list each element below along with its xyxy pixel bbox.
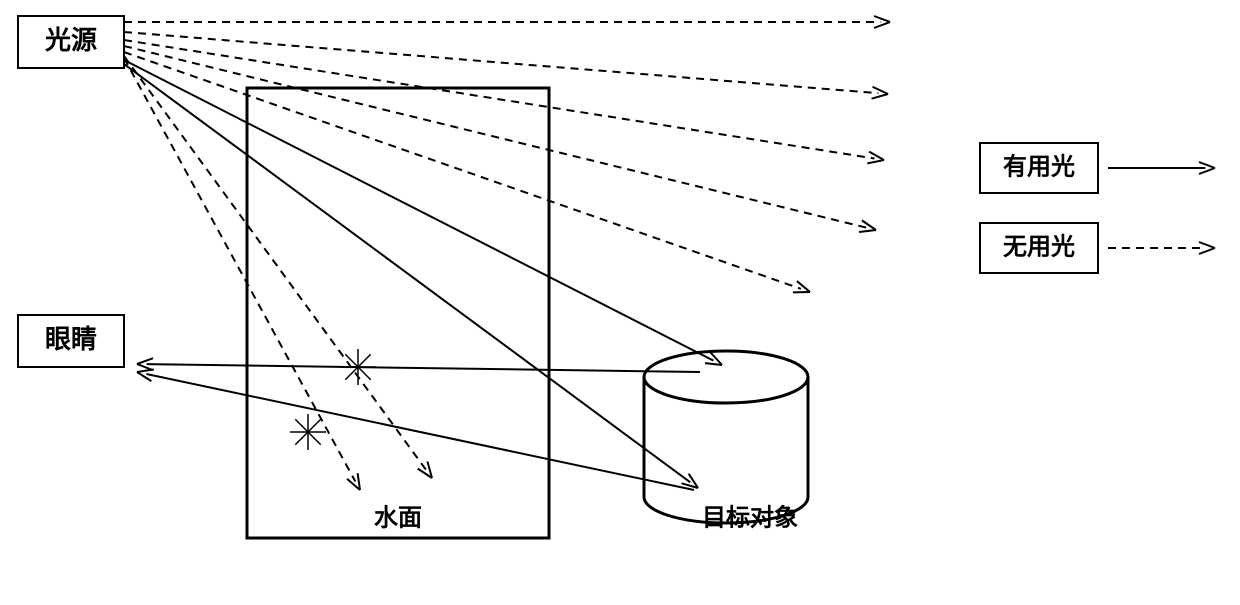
light-source-box: 光源 — [18, 16, 124, 68]
glare-sparkle-1 — [290, 414, 326, 450]
water-surface-box-label: 水面 — [374, 505, 422, 532]
legend-useful-box: 有用光 — [980, 143, 1098, 193]
light-source-box-label: 光源 — [44, 26, 97, 55]
legend-useless-box: 无用光 — [980, 223, 1098, 273]
legend-useful-box-label: 有用光 — [1003, 154, 1075, 181]
water-surface-box: 水面 — [247, 88, 549, 538]
eye-box: 眼睛 — [18, 315, 124, 367]
legend-useless-box-label: 无用光 — [1003, 234, 1075, 261]
eye-box-label: 眼睛 — [45, 325, 97, 354]
glare-sparkle-0 — [340, 349, 376, 385]
target-object-label: 目标对象 — [702, 504, 798, 532]
